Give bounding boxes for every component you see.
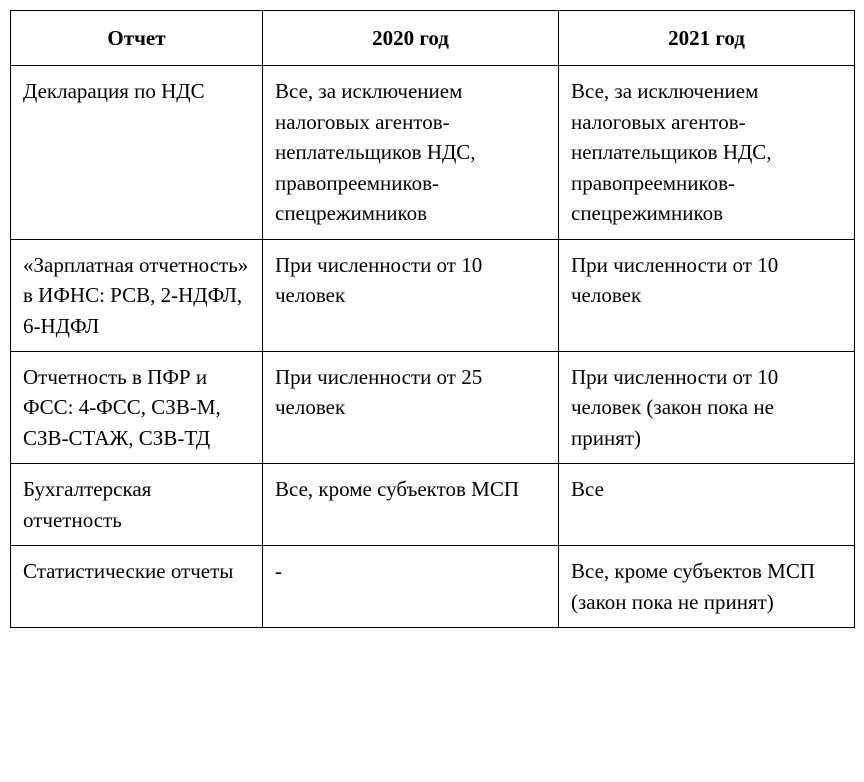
table-row: Декларация по НДС Все, за исключением на… [11,66,855,239]
table-row: Статистические отчеты - Все, кроме субъе… [11,546,855,628]
table-header-row: Отчет 2020 год 2021 год [11,11,855,66]
cell-2020: - [263,546,559,628]
col-header-report: Отчет [11,11,263,66]
cell-2020: Все, кроме субъектов МСП [263,464,559,546]
cell-2020: Все, за исключением налоговых агентов-не… [263,66,559,239]
cell-report: Статистические отчеты [11,546,263,628]
col-header-2021: 2021 год [559,11,855,66]
col-header-2020: 2020 год [263,11,559,66]
table-row: «Зарплатная отчетность» в ИФНС: РСВ, 2-Н… [11,239,855,351]
cell-2021: При численности от 10 человек [559,239,855,351]
cell-2021: Все, кроме субъектов МСП (закон пока не … [559,546,855,628]
cell-report: «Зарплатная отчетность» в ИФНС: РСВ, 2-Н… [11,239,263,351]
cell-2021: Все, за исключением налоговых агентов-не… [559,66,855,239]
table-row: Бухгалтерская отчетность Все, кроме субъ… [11,464,855,546]
report-table: Отчет 2020 год 2021 год Декларация по НД… [10,10,855,628]
cell-report: Декларация по НДС [11,66,263,239]
cell-2020: При численности от 25 человек [263,351,559,463]
cell-2020: При численности от 10 человек [263,239,559,351]
cell-report: Бухгалтерская отчетность [11,464,263,546]
cell-report: Отчетность в ПФР и ФСС: 4-ФСС, СЗВ-М, СЗ… [11,351,263,463]
table-row: Отчетность в ПФР и ФСС: 4-ФСС, СЗВ-М, СЗ… [11,351,855,463]
cell-2021: При численности от 10 человек (закон пок… [559,351,855,463]
cell-2021: Все [559,464,855,546]
